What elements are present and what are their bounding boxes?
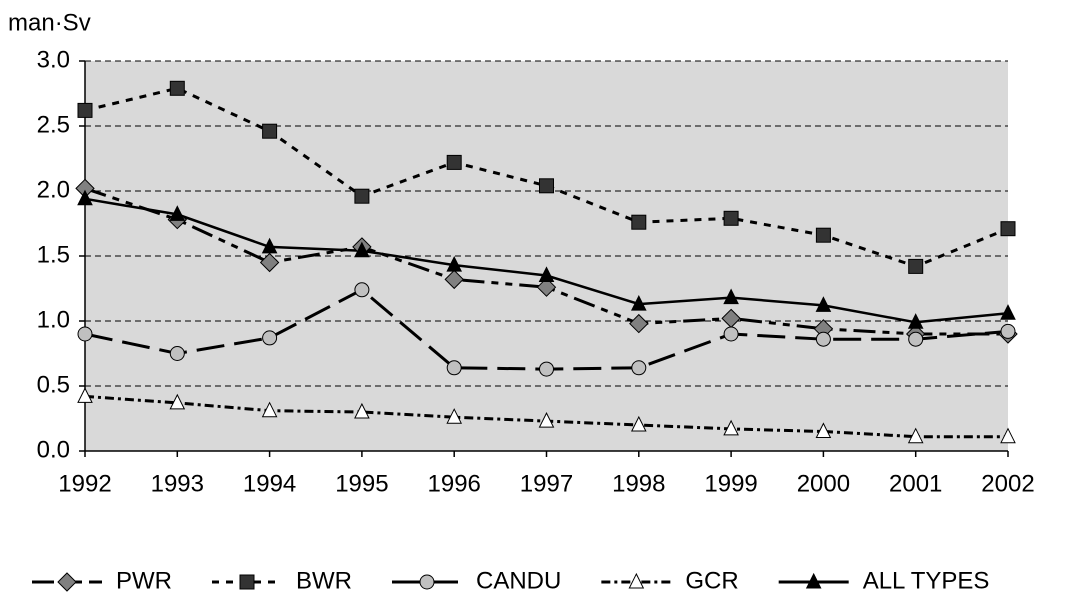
- y-tick-label: 1.5: [37, 241, 70, 268]
- data-point: [723, 326, 739, 342]
- data-point: [539, 178, 554, 194]
- y-tick-label: 0.5: [37, 371, 70, 398]
- y-tick-label: 2.0: [37, 176, 70, 203]
- data-point: [815, 331, 831, 347]
- x-tick-label: 2000: [797, 470, 850, 497]
- x-tick-label: 1995: [335, 470, 388, 497]
- x-tick-label: 1998: [612, 470, 665, 497]
- data-point: [908, 331, 924, 347]
- data-point: [815, 422, 832, 438]
- legend-label: GCR: [685, 567, 738, 594]
- data-point: [723, 288, 739, 305]
- legend-label: BWR: [296, 567, 352, 594]
- data-point: [538, 266, 555, 282]
- x-tick-label: 2001: [889, 470, 942, 497]
- data-point: [262, 123, 278, 139]
- data-point: [631, 214, 647, 230]
- data-point: [723, 210, 739, 226]
- data-point: [815, 227, 831, 243]
- data-point: [354, 241, 370, 258]
- data-point: [169, 393, 186, 410]
- data-point: [815, 296, 832, 312]
- y-tick-label: 2.5: [37, 111, 70, 138]
- data-point: [629, 313, 649, 334]
- data-point: [630, 294, 647, 311]
- data-point: [536, 277, 557, 297]
- data-point: [261, 237, 278, 254]
- data-point: [723, 419, 739, 436]
- data-point: [631, 360, 647, 376]
- legend-label: ALL TYPES: [863, 567, 990, 594]
- x-tick-label: 1994: [243, 470, 296, 497]
- data-point: [446, 255, 463, 272]
- legend-label: CANDU: [476, 567, 561, 594]
- series-line: [84, 186, 1008, 336]
- x-tick-label: 1993: [151, 470, 204, 497]
- legend-marker: [419, 574, 435, 590]
- data-point: [169, 346, 185, 361]
- data-point: [259, 252, 280, 273]
- data-point: [77, 387, 93, 403]
- data-point: [1000, 323, 1016, 339]
- data-point: [77, 102, 93, 118]
- x-tick-label: 2002: [981, 470, 1034, 497]
- data-point: [354, 188, 370, 204]
- data-point: [354, 402, 370, 419]
- y-axis-label: man·Sv: [8, 9, 91, 36]
- y-tick-label: 1.0: [37, 306, 70, 333]
- data-point: [907, 313, 924, 329]
- data-point: [1000, 304, 1016, 320]
- data-point: [446, 408, 463, 424]
- data-point: [907, 427, 924, 444]
- x-tick-label: 1996: [428, 470, 481, 497]
- data-point: [444, 269, 464, 290]
- x-tick-label: 1999: [704, 470, 757, 497]
- legend-marker: [628, 572, 645, 589]
- legend-label: PWR: [116, 567, 172, 594]
- data-point: [77, 189, 93, 206]
- data-point: [1000, 221, 1016, 237]
- data-point: [262, 330, 278, 346]
- data-point: [77, 326, 93, 342]
- legend-marker: [805, 572, 822, 589]
- data-point: [446, 154, 462, 170]
- data-point: [169, 80, 185, 96]
- data-point: [908, 258, 924, 274]
- legend-marker: [57, 572, 77, 592]
- data-point: [446, 360, 462, 376]
- data-point: [169, 205, 186, 221]
- data-point: [630, 415, 647, 432]
- data-point: [261, 401, 278, 418]
- x-tick-label: 1992: [58, 470, 111, 497]
- data-point: [538, 411, 555, 428]
- y-tick-label: 3.0: [37, 46, 70, 73]
- x-tick-label: 1997: [520, 470, 573, 497]
- data-point: [539, 361, 554, 377]
- y-tick-label: 0.0: [37, 436, 70, 463]
- legend-marker: [239, 574, 255, 590]
- data-point: [1000, 427, 1016, 444]
- data-point: [354, 282, 370, 298]
